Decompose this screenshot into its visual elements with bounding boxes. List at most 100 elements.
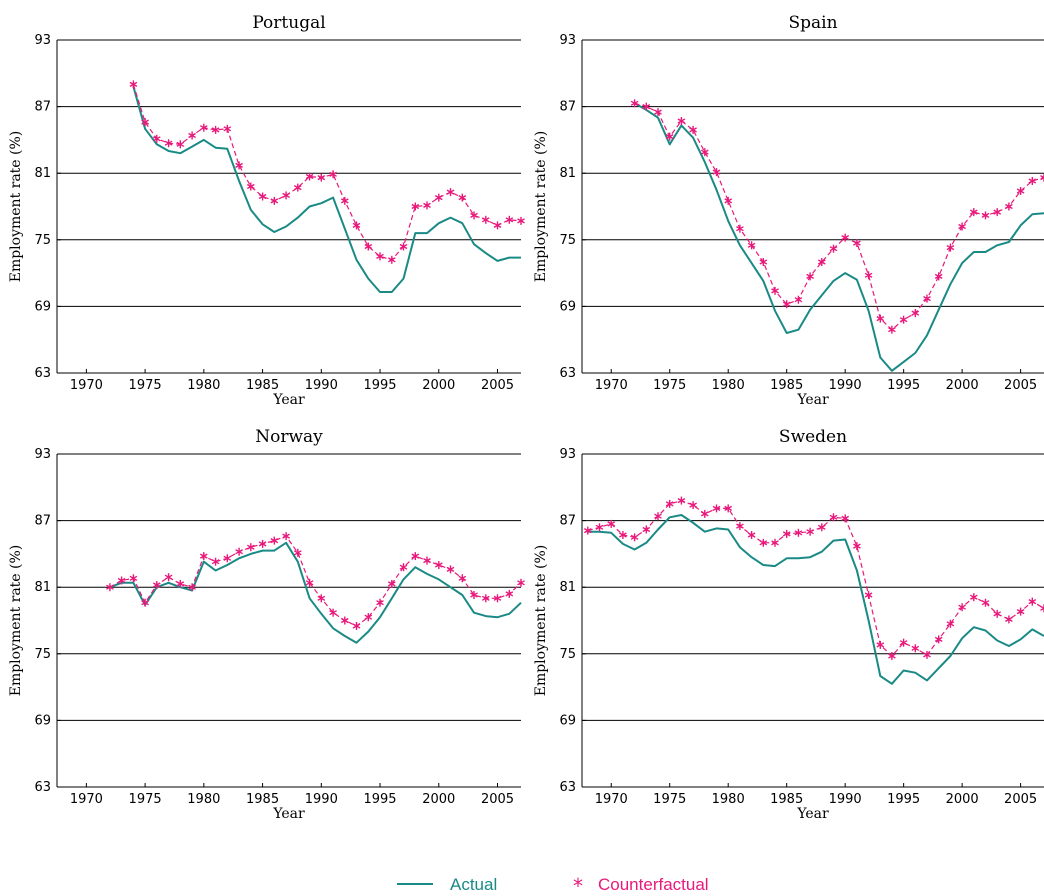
counterfactual-point	[446, 565, 455, 574]
counterfactual-point	[399, 563, 408, 572]
y-axis-label: Employment rate (%)	[8, 131, 24, 283]
panel-title: Spain	[788, 13, 837, 33]
counterfactual-point	[246, 543, 255, 552]
counterfactual-point	[270, 196, 279, 205]
counterfactual-point	[829, 244, 838, 253]
counterfactual-point	[1040, 173, 1044, 182]
counterfactual-point	[387, 255, 396, 264]
counterfactual-point	[305, 172, 314, 181]
counterfactual-point	[176, 579, 185, 588]
counterfactual-point	[340, 196, 349, 205]
x-tick-label: 1990	[829, 378, 862, 393]
y-tick-label: 81	[559, 166, 576, 181]
counterfactual-point	[411, 202, 420, 211]
counterfactual-point	[782, 529, 791, 538]
y-tick-label: 75	[34, 233, 51, 248]
counterfactual-point	[969, 208, 978, 217]
counterfactual-point	[282, 532, 290, 541]
counterfactual-point	[958, 222, 966, 231]
y-tick-label: 93	[559, 33, 576, 48]
y-tick-label: 63	[34, 366, 51, 381]
counterfactual-point	[712, 504, 721, 513]
counterfactual-point	[258, 192, 267, 201]
counterfactual-point	[724, 504, 733, 513]
counterfactual-point	[211, 125, 220, 134]
counterfactual-point	[1005, 202, 1013, 211]
x-tick-label: 1985	[770, 378, 803, 393]
counterfactual-point	[376, 252, 384, 261]
counterfactual-point	[199, 552, 208, 561]
counterfactual-point	[129, 80, 138, 89]
x-tick-label: 1995	[887, 378, 920, 393]
counterfactual-point	[282, 191, 290, 200]
x-tick-label: 1990	[305, 792, 338, 807]
counterfactual-point	[493, 594, 502, 603]
counterfactual-point	[993, 208, 1002, 217]
x-tick-label: 1970	[595, 378, 628, 393]
counterfactual-point	[329, 608, 337, 617]
counterfactual-point	[223, 124, 232, 133]
counterfactual-point	[864, 271, 873, 280]
y-tick-label: 93	[34, 447, 51, 462]
y-tick-label: 63	[34, 780, 51, 795]
counterfactual-point	[759, 538, 768, 547]
counterfactual-point	[164, 139, 173, 148]
counterfactual-point	[458, 193, 467, 202]
series-line-actual	[587, 514, 1044, 685]
counterfactual-point	[223, 554, 232, 563]
y-tick-label: 87	[34, 100, 51, 115]
series-line-actual	[132, 86, 521, 293]
series-line-counterfactual	[109, 535, 522, 627]
counterfactual-point	[899, 315, 908, 324]
counterfactual-point	[1028, 177, 1037, 185]
counterfactual-point	[595, 523, 604, 532]
counterfactual-point	[293, 548, 302, 557]
counterfactual-point	[305, 578, 314, 587]
counterfactual-point	[654, 108, 662, 117]
x-tick-label: 1990	[829, 792, 862, 807]
x-axis-label: Year	[272, 806, 305, 822]
y-axis-label: Employment rate (%)	[533, 131, 549, 283]
counterfactual-point	[470, 591, 478, 599]
x-tick-label: 1975	[653, 792, 686, 807]
counterfactual-point	[876, 314, 885, 323]
x-tick-label: 1990	[305, 378, 338, 393]
x-tick-label: 1995	[363, 378, 396, 393]
x-tick-label: 2000	[422, 792, 455, 807]
counterfactual-point	[853, 542, 861, 551]
counterfactual-point	[176, 140, 185, 149]
panel-norway: Norway 63 69 75 81 87 93 1970 1975 1980 1985 1990 19…	[8, 427, 525, 822]
x-tick-label: 1980	[712, 378, 745, 393]
y-tick-label: 87	[34, 514, 51, 529]
counterfactual-point	[946, 619, 955, 628]
counterfactual-point	[736, 522, 744, 531]
counterfactual-point	[747, 531, 756, 539]
counterfactual-point	[258, 539, 267, 548]
counterfactual-point	[712, 168, 721, 177]
counterfactual-point	[665, 132, 674, 141]
counterfactual-point	[1016, 187, 1025, 195]
counterfactual-point	[841, 233, 850, 242]
counterfactual-point	[517, 578, 525, 587]
counterfactual-point	[235, 161, 243, 170]
x-tick-label: 1975	[129, 792, 162, 807]
legend-counterfactual-label: Counterfactual	[598, 875, 709, 894]
x-tick-label: 2000	[422, 378, 455, 393]
counterfactual-point	[981, 598, 990, 607]
counterfactual-point	[794, 295, 803, 304]
x-tick-label: 1970	[70, 792, 103, 807]
counterfactual-point	[665, 499, 674, 508]
counterfactual-point	[317, 594, 326, 603]
counterfactual-point	[376, 598, 384, 607]
counterfactual-point	[317, 173, 326, 182]
x-tick-label: 1970	[595, 792, 628, 807]
x-tick-label: 1995	[363, 792, 396, 807]
y-tick-label: 69	[559, 299, 576, 314]
panel-title: Sweden	[779, 427, 847, 447]
x-tick-label: 2005	[1004, 792, 1037, 807]
counterfactual-point	[958, 603, 966, 612]
counterfactual-point	[771, 286, 779, 295]
y-tick-label: 69	[34, 299, 51, 314]
counterfactual-point	[129, 574, 138, 583]
y-axis-label: Employment rate (%)	[8, 545, 24, 697]
